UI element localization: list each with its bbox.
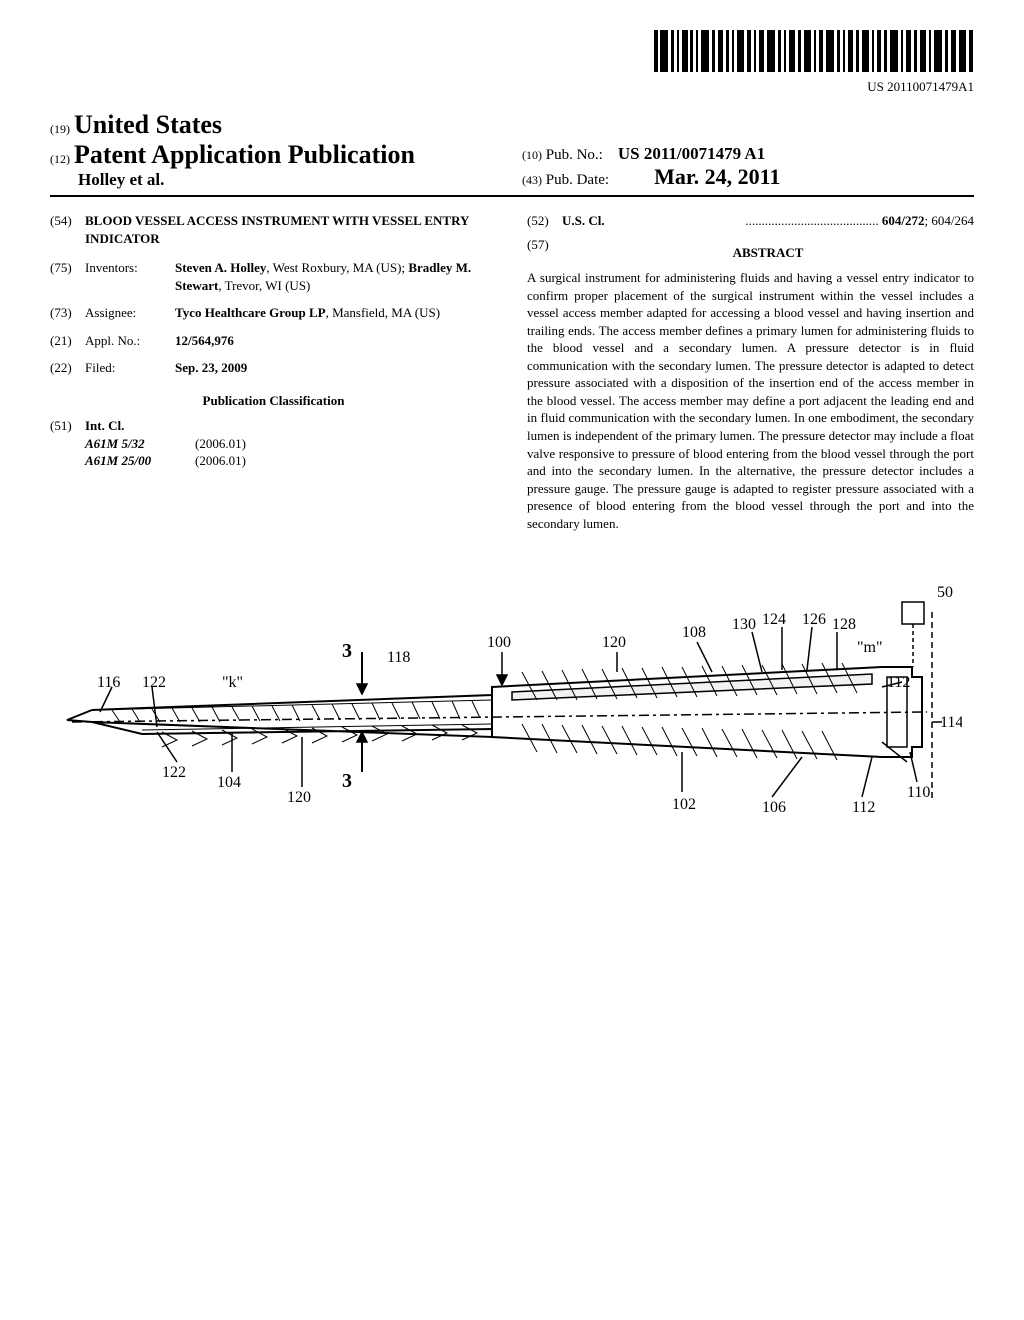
uscl-field-num: (52) <box>527 212 562 230</box>
header: (19) United States (12) Patent Applicati… <box>50 110 974 197</box>
fig-label-124: 124 <box>762 611 786 628</box>
pubtype-field-num: (12) <box>50 152 70 166</box>
inventors-value: Steven A. Holley, West Roxbury, MA (US);… <box>175 259 497 294</box>
invention-title: BLOOD VESSEL ACCESS INSTRUMENT WITH VESS… <box>85 212 497 247</box>
fig-label-104: 104 <box>217 774 241 791</box>
pubdate-field-num: (43) <box>522 173 542 187</box>
fig-section-3b: 3 <box>342 770 352 792</box>
intcl-field-num: (51) <box>50 417 85 435</box>
abstract-text: A surgical instrument for administering … <box>527 269 974 532</box>
pubdate-value: Mar. 24, 2011 <box>654 164 780 189</box>
fig-label-126: 126 <box>802 611 826 628</box>
intcl-version: (2006.01) <box>195 435 246 453</box>
biblio-columns: (54) BLOOD VESSEL ACCESS INSTRUMENT WITH… <box>50 212 974 532</box>
fig-label-122b: 122 <box>162 764 186 781</box>
patent-figure: 50 124 126 108 130 128 "m" 100 120 3 3 1… <box>50 572 974 917</box>
assignee-field-num: (73) <box>50 304 85 322</box>
authors: Holley et al. <box>78 170 164 189</box>
applno-value: 12/564,976 <box>175 332 497 350</box>
barcode-block <box>50 30 974 77</box>
fig-label-108: 108 <box>682 624 706 641</box>
country-field-num: (19) <box>50 122 70 136</box>
pubno-label: Pub. No.: <box>546 147 603 163</box>
country-name: United States <box>74 110 222 139</box>
intcl-code: A61M 25/00 <box>85 452 195 470</box>
pubdate-label: Pub. Date: <box>546 172 609 188</box>
uscl-value: ........................................… <box>605 212 974 230</box>
fig-label-102: 102 <box>672 796 696 813</box>
fig-label-120b: 120 <box>287 789 311 806</box>
fig-label-100: 100 <box>487 634 511 651</box>
fig-label-118: 118 <box>387 649 410 666</box>
assignee-label: Assignee: <box>85 304 175 322</box>
assignee-value: Tyco Healthcare Group LP, Mansfield, MA … <box>175 304 497 322</box>
fig-label-112a: 112 <box>887 674 910 691</box>
pubno-field-num: (10) <box>522 148 542 162</box>
inventors-field-num: (75) <box>50 259 85 294</box>
title-field-num: (54) <box>50 212 85 247</box>
right-column: (52) U.S. Cl. ..........................… <box>527 212 974 532</box>
filed-label: Filed: <box>85 359 175 377</box>
fig-label-114: 114 <box>940 714 962 731</box>
pubclass-heading: Publication Classification <box>50 392 497 410</box>
barcode-pubnum: US 20110071479A1 <box>50 79 974 95</box>
fig-label-122a: 122 <box>142 674 166 691</box>
applno-label: Appl. No.: <box>85 332 175 350</box>
fig-label-128: 128 <box>832 616 856 633</box>
abstract-heading: ABSTRACT <box>562 244 974 262</box>
intcl-item: A61M 25/00 (2006.01) <box>85 452 497 470</box>
intcl-item: A61M 5/32 (2006.01) <box>85 435 497 453</box>
intcl-label: Int. Cl. <box>85 417 124 435</box>
barcode-icon <box>654 30 974 77</box>
fig-label-50: 50 <box>937 584 953 601</box>
uscl-label: U.S. Cl. <box>562 212 605 230</box>
left-column: (54) BLOOD VESSEL ACCESS INSTRUMENT WITH… <box>50 212 497 532</box>
fig-label-110: 110 <box>907 784 930 801</box>
fig-label-120a: 120 <box>602 634 626 651</box>
fig-section-3a: 3 <box>342 640 352 662</box>
fig-label-112b: 112 <box>852 799 875 816</box>
fig-label-130: 130 <box>732 616 756 633</box>
fig-label-116: 116 <box>97 674 120 691</box>
fig-label-m: "m" <box>857 639 883 656</box>
intcl-code: A61M 5/32 <box>85 435 195 453</box>
publication-type: Patent Application Publication <box>74 140 415 169</box>
pubno-value: US 2011/0071479 A1 <box>618 144 765 163</box>
fig-label-106: 106 <box>762 799 786 816</box>
inventors-label: Inventors: <box>85 259 175 294</box>
filed-field-num: (22) <box>50 359 85 377</box>
intcl-version: (2006.01) <box>195 452 246 470</box>
filed-value: Sep. 23, 2009 <box>175 359 497 377</box>
abstract-field-num: (57) <box>527 236 562 270</box>
applno-field-num: (21) <box>50 332 85 350</box>
fig-label-k: "k" <box>222 674 243 691</box>
